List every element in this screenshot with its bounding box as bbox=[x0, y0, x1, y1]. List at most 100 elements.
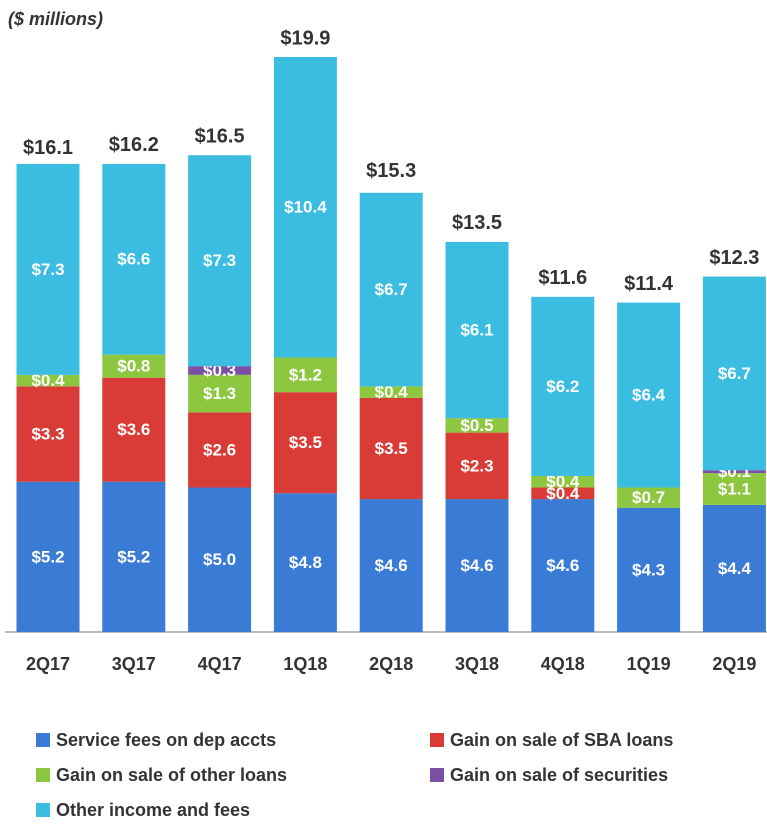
x-tick-label: 1Q19 bbox=[627, 654, 671, 674]
legend-label: Service fees on dep accts bbox=[56, 730, 276, 750]
legend-swatch bbox=[430, 733, 444, 747]
x-tick-label: 2Q17 bbox=[26, 654, 70, 674]
data-label: $6.7 bbox=[375, 280, 408, 299]
bar-segment bbox=[273, 57, 337, 358]
data-label: $3.3 bbox=[31, 425, 64, 444]
bar-segment bbox=[531, 475, 595, 488]
data-label: $6.1 bbox=[460, 321, 493, 340]
bar-segment bbox=[273, 392, 337, 494]
bar-segment bbox=[359, 397, 423, 500]
data-label: $10.4 bbox=[284, 198, 327, 217]
data-label: $5.0 bbox=[203, 550, 236, 569]
bar-segment bbox=[445, 418, 509, 433]
data-label: $3.6 bbox=[117, 420, 150, 439]
legend-swatch bbox=[36, 733, 50, 747]
data-label: $4.3 bbox=[632, 560, 665, 579]
total-label: $16.2 bbox=[109, 134, 159, 156]
data-label: $7.3 bbox=[203, 251, 236, 270]
bar-segment bbox=[702, 276, 766, 471]
x-tick-label: 3Q17 bbox=[112, 654, 156, 674]
bar-segment bbox=[445, 432, 509, 500]
x-tick-label: 4Q17 bbox=[198, 654, 242, 674]
bar-segment bbox=[102, 481, 166, 632]
bar-segment bbox=[531, 487, 595, 500]
bar-segment bbox=[16, 386, 80, 482]
data-label: $4.6 bbox=[375, 556, 408, 575]
chart-subtitle: ($ millions) bbox=[8, 9, 103, 29]
data-label: $3.5 bbox=[375, 439, 408, 458]
legend-label: Gain on sale of securities bbox=[450, 765, 668, 785]
bar-segment bbox=[531, 296, 595, 476]
total-label: $15.3 bbox=[366, 160, 416, 182]
data-label: $6.7 bbox=[718, 364, 751, 383]
bar-segment bbox=[617, 507, 681, 632]
bar-segment bbox=[188, 155, 252, 367]
data-label: $2.6 bbox=[203, 440, 236, 459]
bar-segment bbox=[188, 374, 252, 413]
bar-segment bbox=[102, 354, 166, 378]
bar-segment bbox=[531, 499, 595, 632]
data-label: $0.5 bbox=[460, 416, 493, 435]
bar-segment bbox=[702, 473, 766, 505]
data-label: $0.4 bbox=[546, 472, 580, 491]
bar-segment bbox=[445, 499, 509, 632]
bar-segment bbox=[188, 412, 252, 488]
legend-label: Gain on sale of SBA loans bbox=[450, 730, 673, 750]
x-tick-label: 2Q18 bbox=[369, 654, 413, 674]
data-label: $6.4 bbox=[632, 386, 666, 405]
total-label: $13.5 bbox=[452, 212, 502, 234]
data-label: $0.7 bbox=[632, 488, 665, 507]
data-label: $1.3 bbox=[203, 384, 236, 403]
data-label: $1.1 bbox=[718, 479, 751, 498]
data-label: $4.6 bbox=[460, 556, 493, 575]
bar-segment bbox=[702, 470, 766, 474]
data-label: $5.2 bbox=[31, 547, 64, 566]
x-tick-label: 2Q19 bbox=[712, 654, 756, 674]
legend-label: Other income and fees bbox=[56, 800, 250, 820]
total-label: $19.9 bbox=[280, 27, 330, 49]
data-label: $7.3 bbox=[31, 260, 64, 279]
bar-segment bbox=[102, 163, 166, 355]
data-label: $6.6 bbox=[117, 250, 150, 269]
total-label: $16.5 bbox=[195, 126, 245, 148]
bar-segment bbox=[702, 504, 766, 632]
x-tick-label: 4Q18 bbox=[541, 654, 585, 674]
total-label: $11.4 bbox=[624, 273, 674, 295]
data-label: $6.2 bbox=[546, 377, 579, 396]
total-label: $12.3 bbox=[709, 247, 759, 269]
data-label: $0.8 bbox=[117, 357, 150, 376]
total-label: $16.1 bbox=[23, 137, 73, 159]
data-label: $4.6 bbox=[546, 556, 579, 575]
bar-segment bbox=[617, 302, 681, 488]
bar-segment bbox=[359, 192, 423, 387]
legend-swatch bbox=[430, 768, 444, 782]
bar-segment bbox=[359, 499, 423, 632]
bar-segment bbox=[273, 357, 337, 393]
data-label: $0.4 bbox=[375, 383, 409, 402]
data-label: $3.5 bbox=[289, 433, 322, 452]
data-label: $2.3 bbox=[460, 456, 493, 475]
bar-segment bbox=[273, 493, 337, 632]
bar-segment bbox=[188, 487, 252, 632]
bar-segment bbox=[16, 163, 80, 375]
bar-segment bbox=[445, 241, 509, 419]
bar-segment bbox=[188, 366, 252, 375]
data-label: $1.2 bbox=[289, 365, 322, 384]
x-tick-label: 3Q18 bbox=[455, 654, 499, 674]
legend-swatch bbox=[36, 768, 50, 782]
bar-segment bbox=[617, 487, 681, 508]
bar-segment bbox=[16, 374, 80, 387]
data-label: $4.8 bbox=[289, 553, 322, 572]
total-label: $11.6 bbox=[538, 267, 587, 289]
data-label: $5.2 bbox=[117, 547, 150, 566]
x-tick-label: 1Q18 bbox=[283, 654, 327, 674]
legend-swatch bbox=[36, 803, 50, 817]
data-label: $0.4 bbox=[546, 484, 580, 503]
bar-segment bbox=[102, 377, 166, 482]
data-label: $4.4 bbox=[718, 559, 752, 578]
data-label: $0.4 bbox=[31, 371, 65, 390]
bar-segment bbox=[359, 386, 423, 398]
bar-segment bbox=[16, 481, 80, 632]
legend-label: Gain on sale of other loans bbox=[56, 765, 287, 785]
